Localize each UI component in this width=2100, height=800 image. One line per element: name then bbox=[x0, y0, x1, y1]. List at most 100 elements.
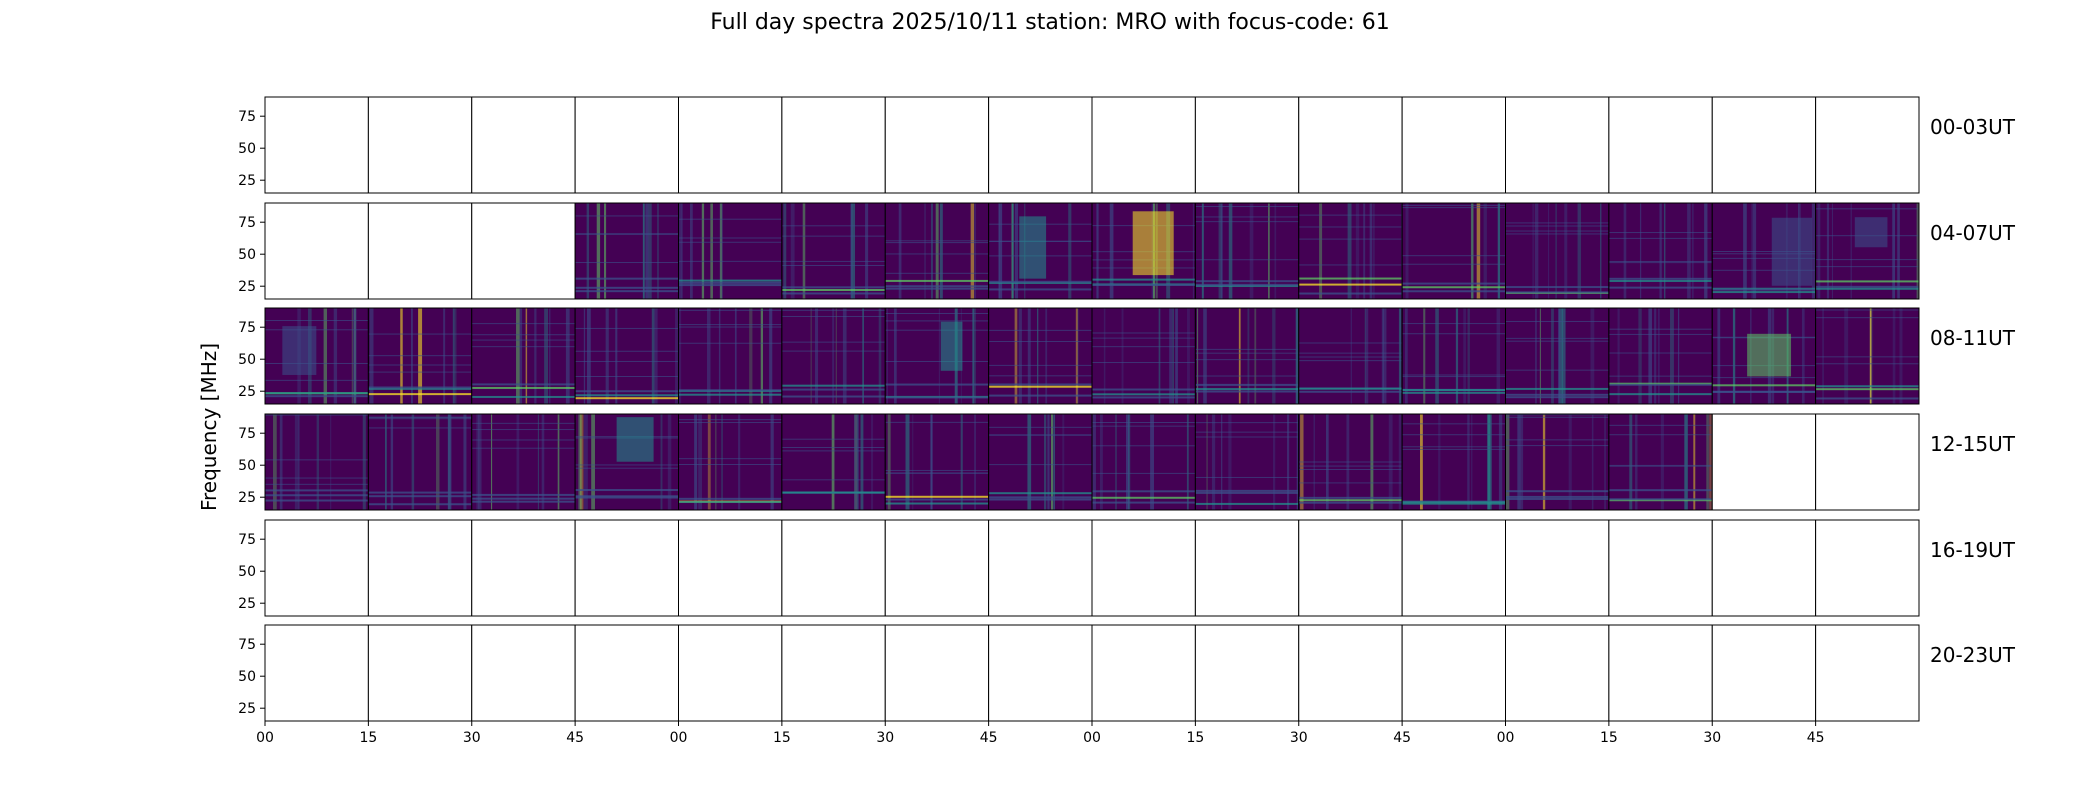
spectrum-panel bbox=[471, 413, 576, 511]
spectrum-texture bbox=[1402, 308, 1506, 404]
spectrum-panel bbox=[264, 624, 369, 722]
y-tick-label: 50 bbox=[238, 669, 256, 685]
spectrum-panel bbox=[1091, 519, 1196, 617]
spectrum-panel bbox=[367, 202, 473, 300]
spectrum-panel bbox=[1815, 624, 1920, 722]
spectrum-panel bbox=[1505, 519, 1610, 617]
spectrum-texture bbox=[988, 308, 1092, 404]
spectrum-panel bbox=[678, 413, 783, 511]
spectrum-texture bbox=[575, 308, 679, 404]
spectrum-panel bbox=[884, 624, 990, 722]
y-tick-label: 50 bbox=[238, 352, 256, 368]
spectrum-panel bbox=[574, 96, 679, 194]
spectrum-panel bbox=[1608, 202, 1713, 300]
spectrum-panel bbox=[988, 307, 1093, 405]
row-label: 12-15UT bbox=[1930, 432, 2016, 456]
spectrum-panel bbox=[264, 202, 369, 300]
spectrum-panel bbox=[781, 202, 886, 300]
spectrum-panel bbox=[781, 519, 886, 617]
spectrum-panel bbox=[1505, 202, 1610, 300]
spectrum-panel bbox=[884, 202, 990, 300]
spectrum-panel bbox=[367, 413, 473, 511]
spectrum-texture bbox=[1402, 414, 1506, 510]
row-label: 04-07UT bbox=[1930, 221, 2016, 245]
spectrum-panel bbox=[678, 624, 783, 722]
spectrum-panel bbox=[471, 307, 576, 405]
y-tick-label: 25 bbox=[238, 279, 256, 295]
spectrum-panel bbox=[1505, 307, 1610, 405]
spectrum-panel bbox=[1401, 413, 1506, 511]
row-04-07UT: 25 50 75 bbox=[238, 202, 1920, 300]
y-tick-label: 50 bbox=[238, 564, 256, 580]
x-tick-label: 30 bbox=[1290, 730, 1308, 746]
spectrum-panel bbox=[781, 413, 886, 511]
spectrum-texture bbox=[1195, 203, 1299, 299]
spectrum-panel bbox=[264, 413, 369, 511]
spectrum-panel bbox=[1091, 96, 1196, 194]
spectrum-panel bbox=[1815, 413, 1920, 511]
spectrum-texture bbox=[1712, 203, 1816, 299]
row-label: 08-11UT bbox=[1930, 326, 2016, 350]
spectrum-panel bbox=[1505, 96, 1610, 194]
panel-grid: 25 50 75 25 50 75 25 50 75 25 50 75 25 50 75 25 50 75 bbox=[238, 96, 1920, 722]
spectrum-panel bbox=[678, 96, 783, 194]
spectrum-panel bbox=[1711, 202, 1817, 300]
spectrum-panel bbox=[1194, 624, 1300, 722]
spectrum-panel bbox=[367, 624, 473, 722]
spectrum-texture bbox=[1815, 308, 1919, 404]
spectrum-panel bbox=[367, 96, 473, 194]
x-tick-label: 00 bbox=[256, 730, 274, 746]
spectrum-texture bbox=[471, 414, 576, 510]
x-tick-label: 30 bbox=[463, 730, 481, 746]
spectrum-panel bbox=[1401, 624, 1506, 722]
spectrum-texture bbox=[1092, 414, 1196, 510]
spectrum-panel bbox=[884, 307, 990, 405]
x-tick-label: 45 bbox=[566, 730, 584, 746]
y-tick-label: 25 bbox=[238, 384, 256, 400]
spectrum-panel bbox=[264, 519, 369, 617]
spectrum-panel bbox=[574, 413, 679, 511]
spectrum-panel bbox=[1505, 624, 1610, 722]
spectrum-panel bbox=[1091, 202, 1196, 300]
spectrum-panel bbox=[1194, 202, 1300, 300]
spectrum-panel bbox=[1298, 413, 1403, 511]
spectrum-panel bbox=[1401, 96, 1506, 194]
row-label: 16-19UT bbox=[1930, 538, 2016, 562]
y-tick-label: 25 bbox=[238, 701, 256, 717]
row-08-11UT: 25 50 75 bbox=[238, 307, 1920, 405]
spectrum-texture bbox=[1195, 308, 1299, 404]
spectrum-texture bbox=[368, 308, 472, 404]
spectrum-panel bbox=[1505, 413, 1610, 511]
spectrum-texture bbox=[1298, 308, 1403, 404]
spectrum-texture bbox=[781, 414, 886, 510]
spectrum-texture bbox=[1712, 308, 1816, 404]
spectrum-panel bbox=[1608, 624, 1713, 722]
spectrum-panel bbox=[1194, 519, 1300, 617]
spectrum-texture bbox=[678, 414, 782, 510]
spectrum-panel bbox=[988, 202, 1093, 300]
row-label: 00-03UT bbox=[1930, 115, 2016, 139]
spectrum-texture bbox=[1505, 414, 1609, 510]
y-tick-label: 75 bbox=[238, 426, 256, 442]
spectrum-panel bbox=[1298, 96, 1403, 194]
chart-title: Full day spectra 2025/10/11 station: MRO… bbox=[710, 10, 1390, 35]
spectrum-texture bbox=[265, 414, 369, 510]
spectrum-texture bbox=[988, 203, 1092, 299]
spectrum-panel bbox=[781, 307, 886, 405]
spectrum-panel bbox=[1711, 307, 1817, 405]
x-tick-label: 45 bbox=[1807, 730, 1825, 746]
spectrum-texture bbox=[781, 308, 886, 404]
spectrum-texture bbox=[678, 203, 782, 299]
spectrum-panel bbox=[781, 96, 886, 194]
spectrum-texture bbox=[575, 414, 679, 510]
x-tick-label: 15 bbox=[1600, 730, 1618, 746]
y-tick-label: 75 bbox=[238, 215, 256, 231]
spectrum-panel bbox=[1194, 413, 1300, 511]
spectrum-panel bbox=[988, 624, 1093, 722]
x-tick-label: 15 bbox=[1186, 730, 1204, 746]
spectrum-texture bbox=[575, 203, 679, 299]
spectrum-panel bbox=[1815, 96, 1920, 194]
spectrum-texture bbox=[1608, 414, 1713, 510]
y-tick-label: 50 bbox=[238, 458, 256, 474]
spectrum-texture bbox=[885, 203, 989, 299]
